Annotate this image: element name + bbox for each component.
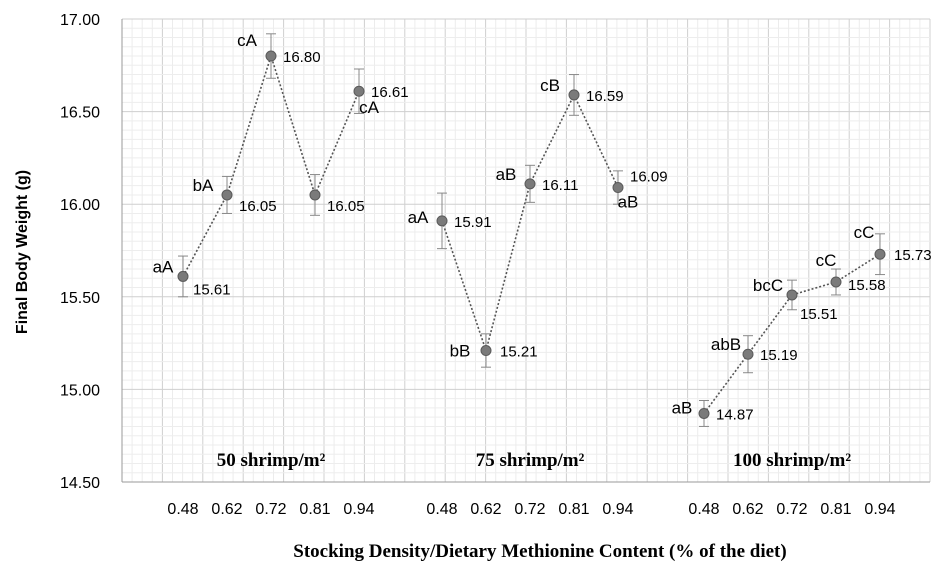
data-point <box>177 270 189 282</box>
y-tick-label: 16.50 <box>60 105 100 122</box>
data-point <box>874 248 886 260</box>
x-tick-label: 0.81 <box>558 501 589 518</box>
x-axis-title: Stocking Density/Dietary Methionine Cont… <box>293 541 786 562</box>
group-title: 100 shrimp/m² <box>733 450 851 471</box>
data-label: 16.09 <box>630 169 668 186</box>
significance-label: bA <box>193 176 214 195</box>
x-tick-label: 0.48 <box>688 501 719 518</box>
data-point <box>742 348 754 360</box>
series-line <box>703 253 881 414</box>
x-tick-label: 0.94 <box>343 501 374 518</box>
x-tick-label: 0.81 <box>820 501 851 518</box>
y-tick-label: 15.50 <box>60 290 100 307</box>
data-point <box>698 407 710 419</box>
group-title: 75 shrimp/m² <box>476 450 585 471</box>
significance-label: bcC <box>753 276 783 295</box>
data-point <box>309 189 321 201</box>
data-point <box>265 50 277 62</box>
significance-label: cB <box>540 76 560 95</box>
data-label: 16.05 <box>327 198 365 215</box>
y-axis-ticks: 14.50 15.00 15.50 16.00 16.50 17.00 <box>60 12 100 492</box>
x-tick-label: 0.72 <box>776 501 807 518</box>
data-label: 15.73 <box>894 247 932 264</box>
group-titles: 50 shrimp/m² 75 shrimp/m² 100 shrimp/m² <box>217 450 852 471</box>
significance-label: aA <box>408 208 429 227</box>
data-label: 16.80 <box>283 49 321 66</box>
x-tick-label: 0.72 <box>255 501 286 518</box>
significance-label: cC <box>816 251 837 270</box>
significance-label: aB <box>672 398 693 417</box>
x-tick-label: 0.62 <box>470 501 501 518</box>
data-point <box>524 178 536 190</box>
x-tick-label: 0.48 <box>426 501 457 518</box>
data-point <box>221 189 233 201</box>
significance-label: aA <box>153 257 174 276</box>
x-tick-label: 0.62 <box>732 501 763 518</box>
x-tick-label: 0.81 <box>299 501 330 518</box>
significance-label: bB <box>450 342 471 361</box>
data-point <box>568 89 580 101</box>
x-tick-label: 0.72 <box>514 501 545 518</box>
data-label: 15.91 <box>454 214 492 231</box>
series: 15.61aA16.05bA16.80cA16.0516.61cA15.91aA… <box>153 31 932 427</box>
data-label: 16.61 <box>371 84 409 101</box>
x-tick-label: 0.48 <box>167 501 198 518</box>
data-label: 15.61 <box>193 281 231 298</box>
x-tick-label: 0.94 <box>864 501 895 518</box>
significance-label: cA <box>359 98 380 117</box>
data-point <box>436 215 448 227</box>
data-label: 15.21 <box>500 344 538 361</box>
data-point <box>480 345 492 357</box>
y-tick-label: 14.50 <box>60 475 100 492</box>
series-group: 14.87 aB 15.19 abB 15.51 bcC 15.58 cC 15.73 cC <box>672 223 932 427</box>
y-tick-label: 15.00 <box>60 382 100 399</box>
data-point <box>830 276 842 288</box>
significance-label: abB <box>711 335 741 354</box>
data-point <box>353 85 365 97</box>
significance-label: aB <box>618 193 639 212</box>
data-point <box>612 182 624 194</box>
data-label: 16.59 <box>586 88 624 105</box>
y-tick-label: 16.00 <box>60 197 100 214</box>
series-line <box>182 53 360 277</box>
data-label: 15.58 <box>848 277 886 294</box>
data-label: 14.87 <box>716 406 754 423</box>
data-label: 16.05 <box>239 198 277 215</box>
series-group: 15.91 aA 15.21 bB 16.11 aB 16.59 cB 16.09 aB <box>408 74 668 368</box>
significance-label: cA <box>237 31 258 50</box>
group-title: 50 shrimp/m² <box>217 450 326 471</box>
x-axis-ticks: 0.48 0.62 0.72 0.81 0.94 0.48 0.62 0.72 0.81 0.94… <box>167 501 895 518</box>
x-tick-label: 0.62 <box>211 501 242 518</box>
y-tick-label: 17.00 <box>60 12 100 29</box>
data-point <box>786 289 798 301</box>
y-axis-title: Final Body Weight (g) <box>14 170 31 334</box>
grid <box>121 18 931 483</box>
data-label: 15.19 <box>760 347 798 364</box>
data-label: 15.51 <box>800 306 838 323</box>
x-tick-label: 0.94 <box>602 501 633 518</box>
significance-label: cC <box>854 223 875 242</box>
data-label: 16.11 <box>542 177 578 194</box>
significance-label: aB <box>496 165 517 184</box>
